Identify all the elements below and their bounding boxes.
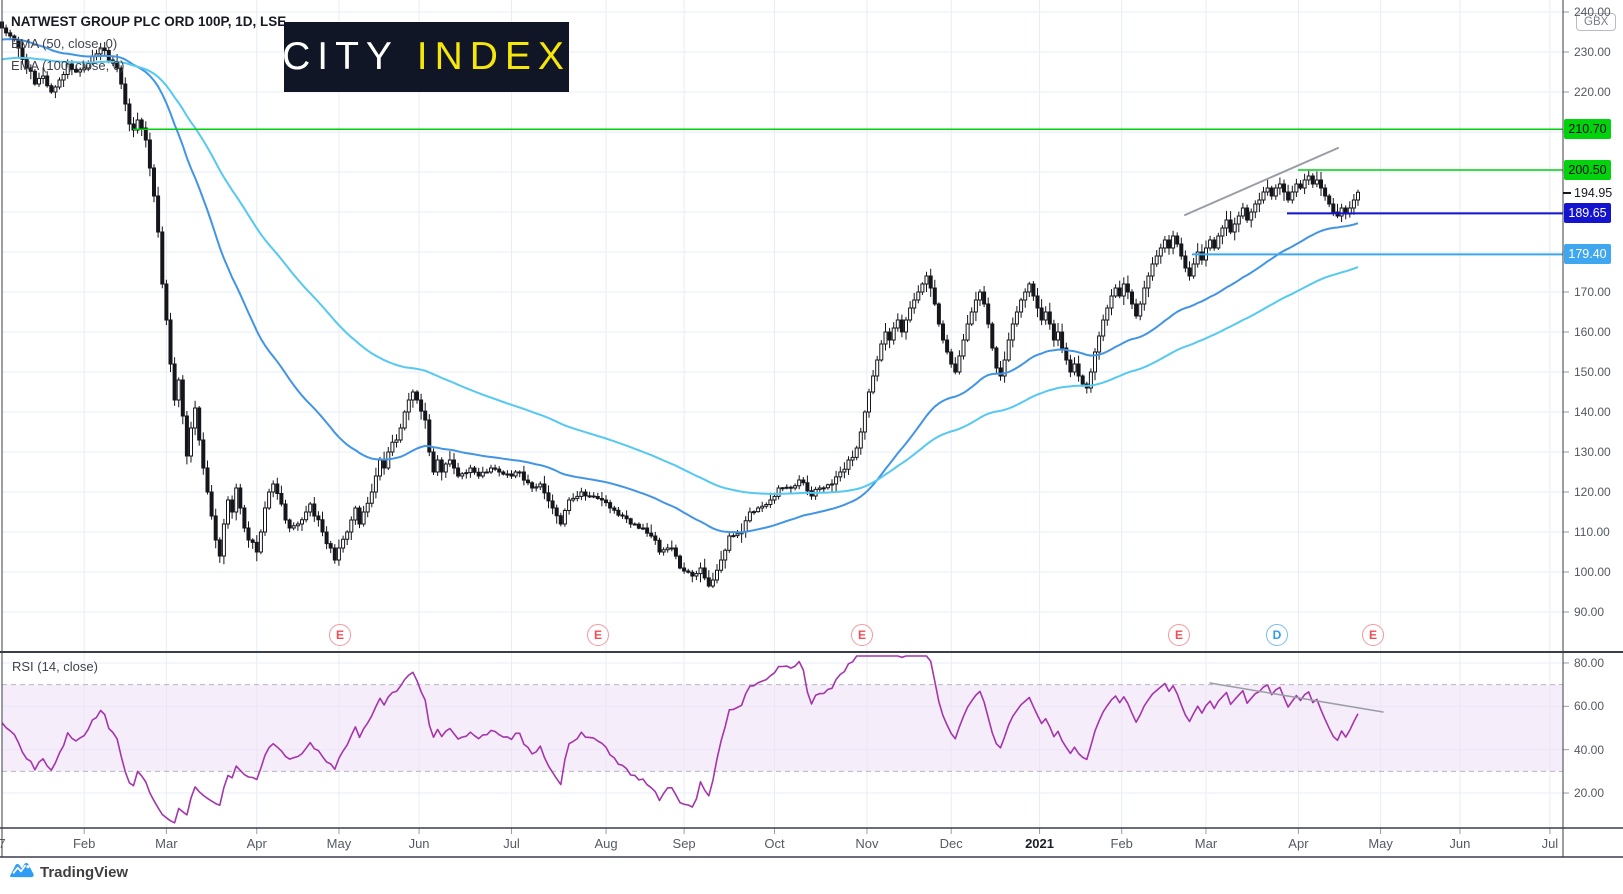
price-level-badge[interactable]: 189.65 (1564, 203, 1611, 224)
date-tick-label: 7 (0, 836, 6, 851)
price-tick-label: 150.00 (1574, 365, 1611, 379)
rsi-tick-label: 40.00 (1574, 742, 1605, 757)
city-index-logo-city: CITY (282, 35, 399, 78)
date-tick-label: Mar (155, 836, 178, 851)
indicator-label-ema100[interactable]: EMA (100, close, 0) (11, 58, 125, 73)
earnings-marker[interactable]: E (587, 624, 609, 646)
date-tick-label: Aug (594, 836, 618, 851)
price-level-badge[interactable]: 210.70 (1564, 119, 1611, 140)
last-price-label: 194.95 (1574, 186, 1613, 200)
price-level-badge[interactable]: 179.40 (1564, 244, 1611, 265)
rsi-indicator-label[interactable]: RSI (14, close) (12, 659, 98, 674)
date-tick-label: Oct (764, 836, 785, 851)
date-tick-label: Jun (1449, 836, 1471, 851)
price-tick-label: 240.00 (1574, 5, 1611, 19)
earnings-marker[interactable]: E (329, 624, 351, 646)
date-tick-label: Feb (72, 836, 96, 851)
date-tick-label: Apr (246, 836, 267, 851)
price-tick-label: 230.00 (1574, 45, 1611, 59)
rsi-tick-label: 80.00 (1574, 656, 1605, 670)
price-axis-unit-badge[interactable]: GBX (1576, 13, 1617, 31)
date-tick-label: Jul (503, 836, 520, 851)
date-tick-label: Feb (1110, 836, 1133, 851)
last-price-tick (1563, 192, 1571, 194)
date-tick-label: Jun (408, 836, 430, 851)
price-tick-label: 130.00 (1574, 445, 1611, 459)
price-tick-label: 100.00 (1574, 565, 1611, 579)
rsi-tick-label: 60.00 (1574, 699, 1605, 714)
price-tick-label: 120.00 (1574, 485, 1611, 499)
tradingview-icon (8, 861, 34, 884)
price-tick-label: 90.00 (1574, 605, 1605, 619)
price-tick-label: 160.00 (1574, 325, 1611, 339)
date-tick-label: Jul (1541, 836, 1559, 851)
date-tick-label: 2021 (1025, 836, 1054, 851)
city-index-logo-index: INDEX (416, 35, 571, 78)
date-tick-label: Dec (939, 836, 963, 851)
date-tick-label: Nov (855, 836, 879, 851)
earnings-marker[interactable]: E (1362, 624, 1384, 646)
price-tick-label: 170.00 (1574, 285, 1611, 299)
price-level-badge[interactable]: 200.50 (1564, 160, 1611, 180)
dividend-marker[interactable]: D (1266, 624, 1288, 646)
legend: NATWEST GROUP PLC ORD 100P, 1D, LSE EMA … (11, 11, 286, 77)
date-tick-label: Sep (672, 836, 696, 851)
earnings-marker[interactable]: E (1168, 624, 1190, 646)
price-tick-label: 110.00 (1574, 525, 1610, 539)
symbol-title[interactable]: NATWEST GROUP PLC ORD 100P, 1D, LSE (11, 14, 287, 29)
rsi-tick-label: 20.00 (1574, 786, 1605, 800)
date-tick-label: May (1368, 836, 1393, 851)
earnings-marker[interactable]: E (851, 624, 873, 646)
indicator-label-ema50[interactable]: EMA (50, close, 0) (11, 36, 118, 51)
price-tick-label: 220.00 (1574, 85, 1611, 99)
date-tick-label: May (326, 836, 352, 851)
date-tick-label: Mar (1194, 836, 1218, 851)
city-index-logo: CITY INDEX (282, 22, 571, 92)
date-tick-label: Apr (1288, 836, 1309, 851)
price-tick-label: 140.00 (1574, 405, 1611, 419)
tradingview-text: TradingView (40, 864, 129, 881)
tradingview-attribution[interactable]: TradingView (8, 861, 128, 884)
